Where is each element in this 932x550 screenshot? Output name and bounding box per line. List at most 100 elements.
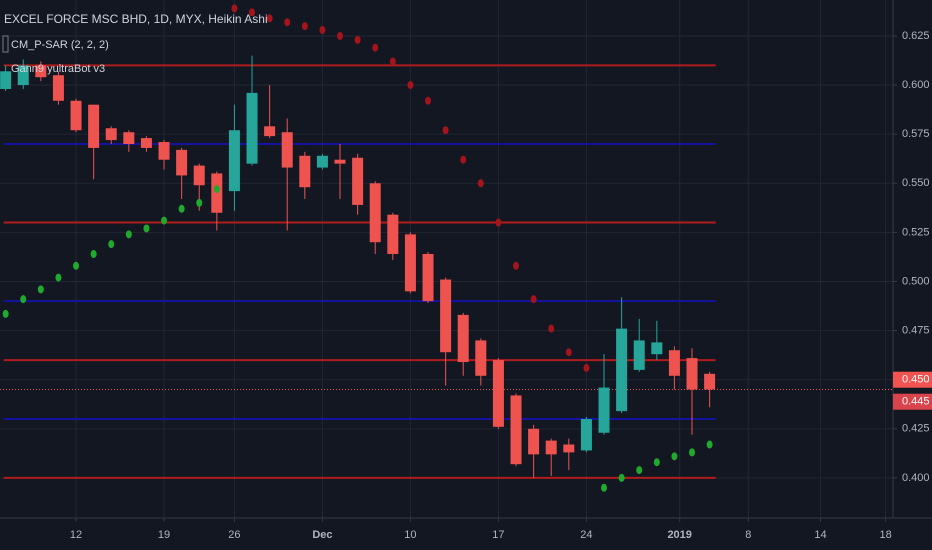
psar-dot [442, 126, 449, 135]
psar-dot [636, 466, 643, 475]
psar-dot [337, 31, 344, 40]
candle-body [475, 340, 487, 376]
candle-body [580, 418, 592, 451]
y-tick-label: 0.600 [902, 79, 930, 91]
candle-body [70, 100, 82, 131]
psar-dot [653, 458, 660, 467]
candle-body [651, 342, 663, 355]
psar-dot [706, 440, 713, 449]
candle-body [264, 126, 276, 137]
candle-body [369, 183, 381, 243]
psar-dot [20, 295, 27, 304]
candle-body [281, 132, 293, 168]
candle-body [510, 395, 522, 465]
legend-icon [2, 35, 9, 53]
indicator-label: Gann9 yultraBot v3 [11, 63, 105, 75]
indicator-label: CM_P-SAR (2, 2, 2) [11, 39, 109, 51]
psar-dot [231, 4, 238, 13]
candle-body [440, 279, 452, 353]
candle-body [545, 440, 557, 455]
x-tick-label: 10 [404, 529, 416, 541]
price-label-box [893, 371, 932, 388]
psar-dot [407, 81, 414, 90]
candle-body [704, 373, 716, 390]
x-tick-label: 17 [492, 529, 504, 541]
psar-dot [161, 216, 168, 225]
candle-body [528, 428, 540, 455]
chart-title: EXCEL FORCE MSC BHD, 1D, MYX, Heikin Ash… [4, 12, 268, 26]
candle-body [228, 130, 240, 192]
candle-body [457, 314, 469, 363]
psar-dot [2, 309, 9, 318]
psar-dot [425, 96, 432, 105]
psar-dot [196, 198, 203, 207]
y-tick-label: 0.475 [902, 325, 930, 337]
price-label: 0.450 [902, 374, 930, 386]
psar-dot [583, 363, 590, 372]
candle-body [352, 157, 364, 205]
psar-dot [319, 26, 326, 35]
psar-dot [266, 14, 273, 23]
psar-dot [565, 348, 572, 357]
candle-body [123, 132, 135, 144]
candle-body [158, 142, 170, 160]
psar-dot [143, 224, 150, 233]
candle-body [422, 253, 434, 302]
psar-dot [618, 473, 625, 482]
psar-dot [301, 22, 308, 31]
candle-body [598, 387, 610, 433]
psar-dot [108, 240, 115, 249]
psar-dot [460, 155, 467, 164]
candle-body [668, 350, 680, 376]
candle-body [105, 128, 117, 141]
y-tick-label: 0.425 [902, 423, 930, 435]
x-tick-label: Dec [312, 529, 332, 541]
psar-dot [372, 43, 379, 52]
candle-body [633, 340, 645, 370]
psar-dot [513, 261, 520, 270]
price-label: 0.445 [902, 396, 930, 408]
candle-body [88, 104, 100, 148]
psar-dot [284, 18, 291, 27]
x-tick-label: 19 [158, 529, 170, 541]
candle-body [35, 65, 47, 78]
x-tick-label: 24 [580, 529, 592, 541]
psar-dot [55, 273, 62, 282]
candle-body [17, 65, 29, 86]
candle-body [563, 444, 575, 453]
candle-body [193, 165, 205, 186]
psar-dot [125, 230, 132, 239]
candle-body [492, 360, 504, 427]
y-tick-label: 0.400 [902, 472, 930, 484]
psar-dot [601, 483, 608, 492]
psar-dot [73, 261, 80, 270]
psar-dot [249, 8, 256, 17]
candle-body [387, 214, 399, 254]
psar-dot [689, 448, 696, 457]
candle-body [316, 155, 328, 168]
levels [0, 64, 893, 479]
plot [0, 4, 716, 492]
candle-body [616, 328, 628, 412]
x-tick-label: 8 [745, 529, 751, 541]
psar-dot [90, 249, 97, 258]
candle-body [334, 159, 346, 164]
candle-body [0, 71, 12, 89]
candle-body [140, 138, 152, 148]
psar-dot [389, 57, 396, 66]
y-tick-label: 0.500 [902, 275, 930, 287]
psar-dot [354, 35, 361, 44]
psar-dot [495, 218, 502, 227]
psar-dot [671, 452, 678, 461]
y-tick-label: 0.575 [902, 128, 930, 140]
psar-dot [477, 179, 484, 188]
candle-body [404, 234, 416, 292]
y-tick-label: 0.550 [902, 177, 930, 189]
candle-body [686, 358, 698, 390]
candle-body [52, 75, 64, 101]
psar-dot [213, 185, 220, 194]
psar-dot [530, 295, 537, 304]
